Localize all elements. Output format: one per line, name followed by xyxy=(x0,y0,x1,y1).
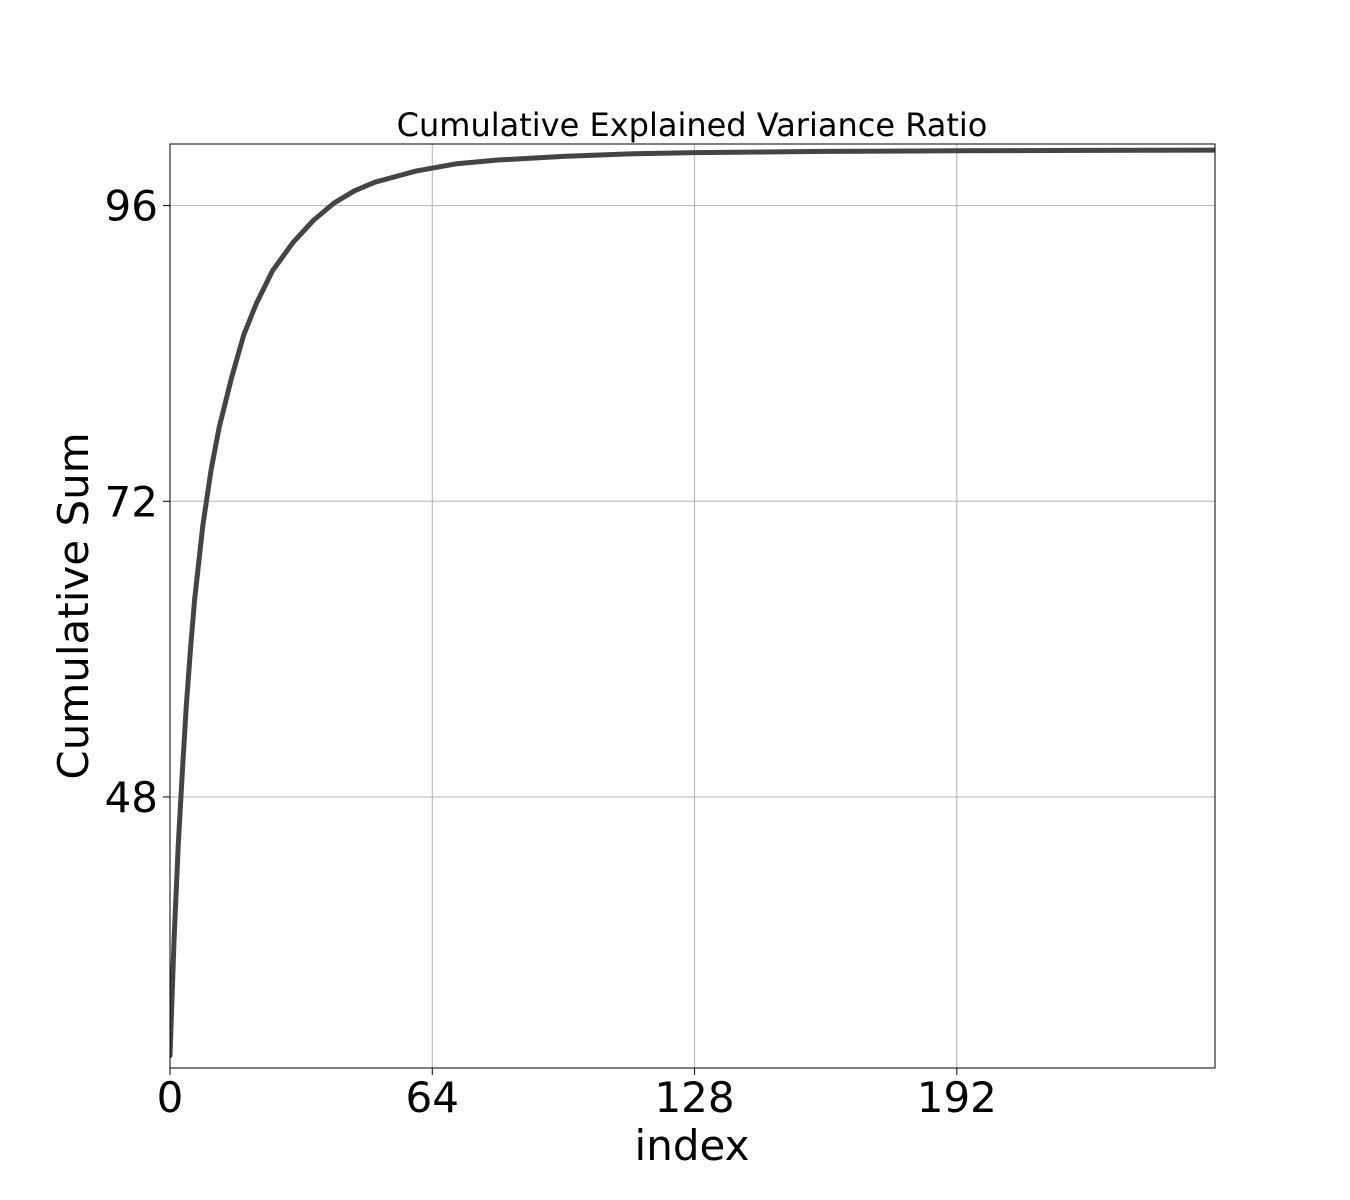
x-tick-label: 128 xyxy=(654,1073,734,1122)
x-tick-label: 64 xyxy=(406,1073,459,1122)
y-tick-label: 72 xyxy=(105,477,158,526)
chart-title: Cumulative Explained Variance Ratio xyxy=(397,106,988,144)
x-axis-label: index xyxy=(635,1121,750,1170)
grid-layer xyxy=(169,144,1215,1068)
y-axis-label: Cumulative Sum xyxy=(49,432,98,779)
series-layer xyxy=(170,147,1215,1059)
y-tick-label: 48 xyxy=(105,773,158,822)
x-tick-label: 0 xyxy=(157,1073,184,1122)
tick-layer: 0 64 128 192 48 72 96 xyxy=(105,182,997,1122)
cumulative-variance-line xyxy=(170,147,1215,1059)
y-tick-label: 96 xyxy=(105,182,158,231)
plot-frame xyxy=(169,143,1216,1069)
x-tick-label: 192 xyxy=(917,1073,997,1122)
